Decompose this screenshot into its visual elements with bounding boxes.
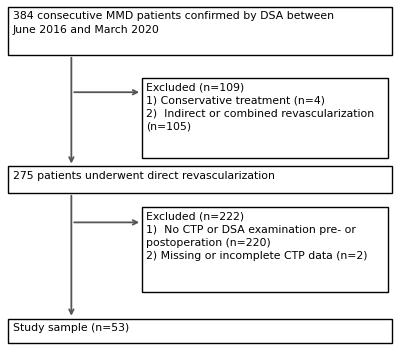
Bar — [8, 166, 392, 193]
Bar — [8, 319, 392, 343]
Text: Excluded (n=109)
1) Conservative treatment (n=4)
2)  Indirect or combined revasc: Excluded (n=109) 1) Conservative treatme… — [146, 82, 374, 132]
Text: 384 consecutive MMD patients confirmed by DSA between
June 2016 and March 2020: 384 consecutive MMD patients confirmed b… — [13, 11, 334, 35]
Text: 275 patients underwent direct revascularization: 275 patients underwent direct revascular… — [13, 171, 275, 181]
Bar — [142, 207, 388, 292]
Text: Study sample (n=53): Study sample (n=53) — [13, 323, 129, 333]
Text: Excluded (n=222)
1)  No CTP or DSA examination pre- or
postoperation (n=220)
2) : Excluded (n=222) 1) No CTP or DSA examin… — [146, 211, 368, 261]
Bar — [142, 78, 388, 158]
Bar — [8, 7, 392, 55]
